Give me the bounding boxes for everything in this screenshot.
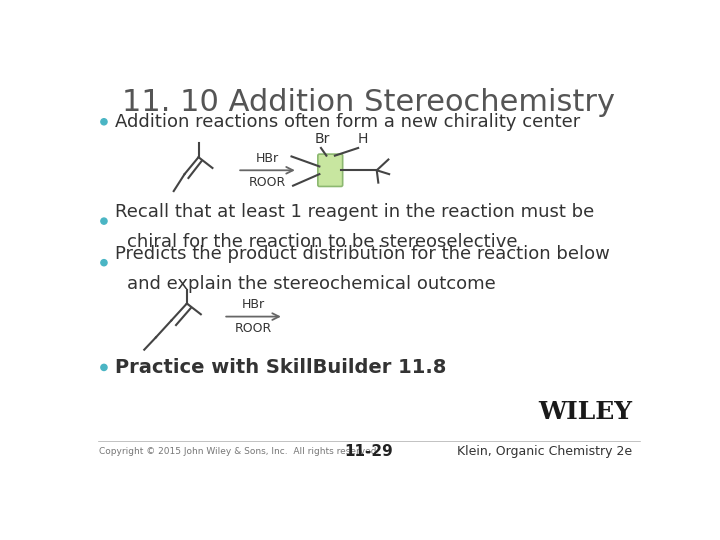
Text: ROOR: ROOR [235,322,272,335]
Text: Copyright © 2015 John Wiley & Sons, Inc.  All rights reserved.: Copyright © 2015 John Wiley & Sons, Inc.… [99,447,379,456]
Text: Addition reactions often form a new chirality center: Addition reactions often form a new chir… [114,113,580,131]
Circle shape [101,364,107,370]
Text: H: H [358,132,368,146]
Text: and explain the stereochemical outcome: and explain the stereochemical outcome [127,275,496,293]
Text: Br: Br [315,132,330,146]
Text: Recall that at least 1 reagent in the reaction must be: Recall that at least 1 reagent in the re… [114,203,594,221]
Circle shape [101,119,107,125]
Text: HBr: HBr [242,298,265,311]
Text: WILEY: WILEY [539,400,632,423]
Text: Practice with SkillBuilder 11.8: Practice with SkillBuilder 11.8 [114,358,446,377]
Text: Predicts the product distribution for the reaction below: Predicts the product distribution for th… [114,245,610,262]
Text: ROOR: ROOR [249,176,286,188]
Text: chiral for the reaction to be stereoselective: chiral for the reaction to be stereosele… [127,233,518,252]
Text: 11. 10 Addition Stereochemistry: 11. 10 Addition Stereochemistry [122,88,616,117]
FancyBboxPatch shape [318,154,343,186]
Circle shape [101,260,107,266]
Text: Klein, Organic Chemistry 2e: Klein, Organic Chemistry 2e [457,445,632,458]
Circle shape [101,218,107,224]
Text: 11-29: 11-29 [345,444,393,459]
Text: HBr: HBr [256,152,279,165]
